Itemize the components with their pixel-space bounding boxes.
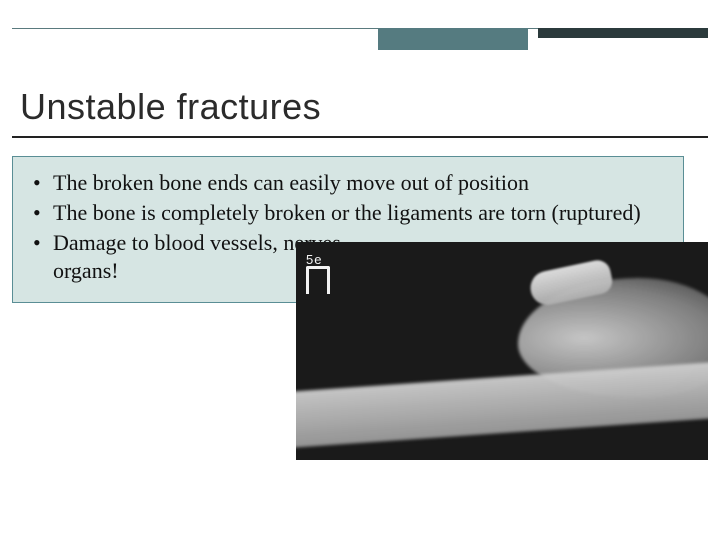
header-accent-teal bbox=[378, 28, 528, 50]
list-item: The broken bone ends can easily move out… bbox=[31, 169, 665, 197]
header-accent-dark bbox=[538, 28, 708, 38]
header-decor bbox=[12, 28, 708, 56]
list-item: The bone is completely broken or the lig… bbox=[31, 199, 665, 227]
bullet-text: The bone is completely broken or the lig… bbox=[53, 200, 641, 225]
xray-marker-text: 5e bbox=[306, 252, 322, 267]
xray-marker-icon bbox=[306, 266, 330, 294]
slide-title: Unstable fractures bbox=[20, 86, 321, 128]
xray-marker: 5e bbox=[306, 252, 342, 296]
xray-image: 5e bbox=[296, 242, 708, 460]
xray-bone-shaft bbox=[296, 358, 708, 450]
bullet-text: The broken bone ends can easily move out… bbox=[53, 170, 529, 195]
title-underline bbox=[12, 136, 708, 138]
